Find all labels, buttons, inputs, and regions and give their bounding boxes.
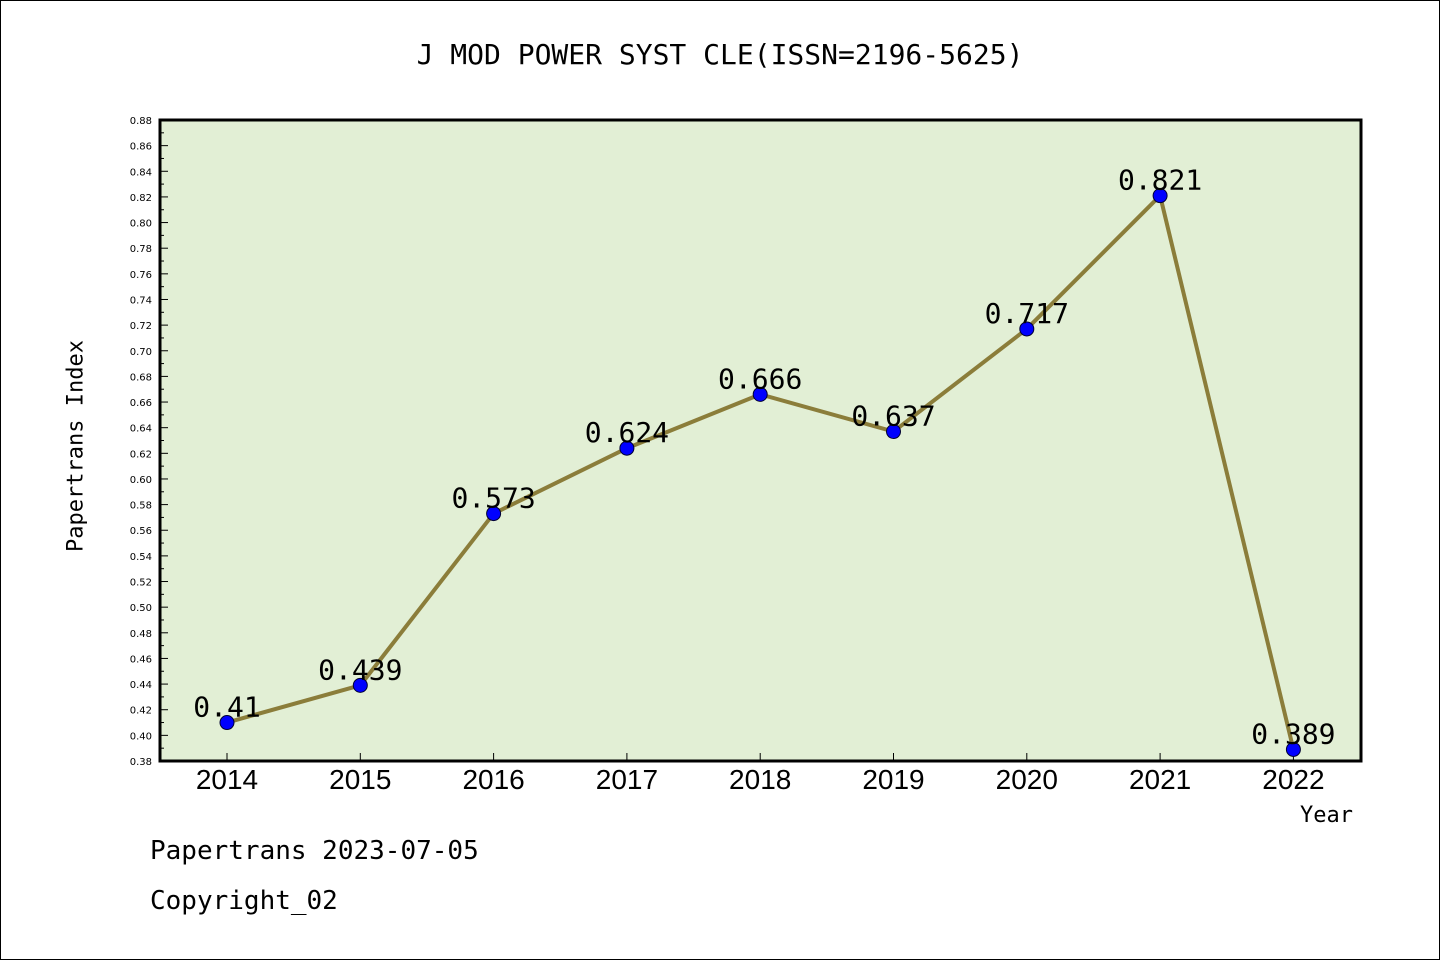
y-tick-label: 0.74 [130, 295, 152, 306]
data-point [1152, 188, 1168, 204]
x-tick-label: 2016 [462, 764, 524, 795]
y-tick-label: 0.52 [130, 578, 152, 589]
data-label: 0.637 [851, 400, 935, 433]
chart-title: J MOD POWER SYST CLE(ISSN=2196-5625) [416, 38, 1024, 71]
y-tick-label: 0.76 [130, 270, 152, 281]
data-point [1285, 741, 1301, 757]
data-label: 0.717 [985, 297, 1069, 330]
x-tick-label: 2020 [996, 764, 1058, 795]
footer-copyright: Copyright_02 [150, 886, 338, 916]
data-point [486, 506, 502, 522]
y-tick-label: 0.66 [130, 398, 152, 409]
y-tick-label: 0.86 [130, 142, 152, 153]
x-tick-label: 2017 [596, 764, 658, 795]
y-tick-label: 0.50 [130, 603, 152, 614]
y-tick-label: 0.44 [130, 680, 152, 691]
data-point [1019, 321, 1035, 337]
data-point [619, 440, 635, 456]
x-tick-label: 2019 [862, 764, 924, 795]
footer-date: Papertrans 2023-07-05 [150, 836, 479, 866]
y-tick-label: 0.72 [130, 321, 152, 332]
y-tick-label: 0.64 [130, 424, 152, 435]
y-tick-label: 0.70 [130, 347, 152, 358]
x-tick-label: 2015 [329, 764, 391, 795]
y-tick-label: 0.78 [130, 244, 152, 255]
x-axis-label: Year [1300, 803, 1353, 828]
data-label: 0.573 [451, 482, 535, 515]
y-tick-label: 0.68 [130, 372, 152, 383]
x-tick-label: 2018 [729, 764, 791, 795]
data-label: 0.821 [1118, 164, 1202, 197]
y-tick-label: 0.88 [130, 116, 152, 127]
y-tick-label: 0.62 [130, 449, 152, 460]
y-tick-label: 0.42 [130, 706, 152, 717]
data-label: 0.624 [585, 416, 669, 449]
data-label: 0.389 [1251, 717, 1335, 750]
x-tick-label: 2014 [196, 764, 258, 795]
data-label: 0.666 [718, 362, 802, 395]
plot-area [158, 118, 1363, 763]
y-tick-label: 0.82 [130, 193, 152, 204]
y-tick-label: 0.58 [130, 501, 152, 512]
x-tick-label: 2022 [1262, 764, 1324, 795]
data-point [752, 386, 768, 402]
y-tick-label: 0.48 [130, 629, 152, 640]
data-point [886, 424, 901, 440]
y-tick-label: 0.46 [130, 654, 152, 665]
y-tick-label: 0.38 [130, 757, 152, 768]
x-tick-label: 2021 [1129, 764, 1191, 795]
y-tick-label: 0.84 [130, 167, 152, 178]
y-tick-label: 0.54 [130, 552, 152, 563]
y-tick-label: 0.80 [130, 219, 152, 230]
data-label: 0.41 [193, 691, 260, 724]
y-tick-label: 0.60 [130, 475, 152, 486]
data-point [352, 677, 368, 693]
y-tick-label: 0.56 [130, 526, 152, 537]
data-label: 0.439 [318, 653, 402, 686]
data-point [219, 715, 235, 731]
y-tick-label: 0.40 [130, 731, 152, 742]
